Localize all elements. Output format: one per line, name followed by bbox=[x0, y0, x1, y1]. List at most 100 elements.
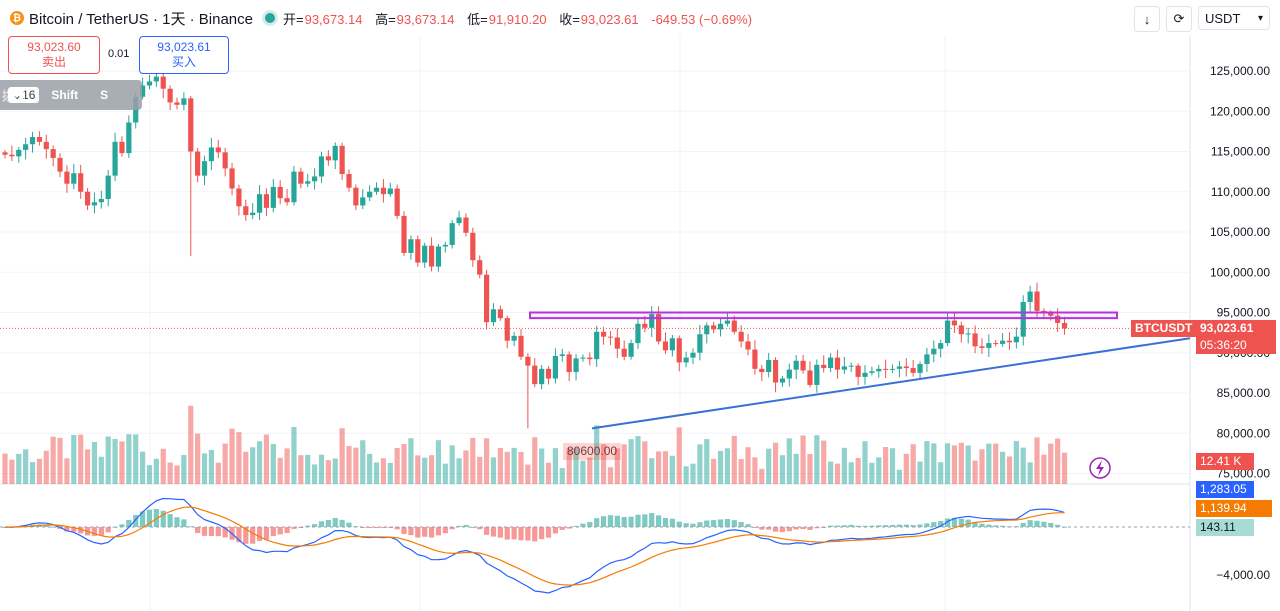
s-label[interactable]: S bbox=[100, 88, 109, 102]
volume-bar bbox=[951, 445, 958, 484]
volume-bar bbox=[587, 457, 593, 484]
download-button[interactable]: ↓ bbox=[1134, 6, 1160, 32]
macd-histogram-bar bbox=[367, 527, 373, 528]
macd-histogram-bar bbox=[690, 523, 696, 527]
macd-histogram-bar bbox=[43, 525, 49, 527]
volume-bar bbox=[160, 448, 166, 484]
candle-body bbox=[559, 354, 565, 356]
floating-toolbar[interactable]: 拨出 ⌄16 Shift S bbox=[0, 80, 142, 110]
candle-body bbox=[511, 335, 517, 341]
volume-bar bbox=[1027, 462, 1033, 484]
macd-histogram-bar bbox=[497, 527, 503, 538]
candle-body bbox=[896, 366, 902, 369]
candle-body bbox=[428, 245, 435, 267]
volume-bar bbox=[662, 451, 669, 484]
candle-body bbox=[380, 187, 386, 195]
histogram-value-tag: 143.11 bbox=[1196, 519, 1254, 536]
candle-body bbox=[64, 171, 70, 184]
volume-bar bbox=[896, 469, 902, 484]
macd-histogram-bar bbox=[50, 526, 56, 528]
volume-bar bbox=[511, 447, 517, 484]
volume-bar bbox=[188, 405, 194, 484]
candle-body bbox=[1034, 291, 1040, 311]
macd-histogram-bar bbox=[841, 525, 847, 527]
candle-body bbox=[263, 194, 270, 208]
candle-body bbox=[525, 356, 531, 366]
price-tick-label: 125,000.00 bbox=[1210, 64, 1270, 78]
currency-select[interactable]: USDT ▾ bbox=[1198, 6, 1270, 30]
volume-bar bbox=[883, 447, 889, 484]
volume-bar bbox=[298, 455, 304, 484]
volume-bar bbox=[731, 435, 737, 484]
candle-body bbox=[669, 338, 675, 351]
macd-histogram-bar bbox=[587, 522, 593, 527]
candle-body bbox=[105, 175, 111, 199]
macd-histogram-bar bbox=[614, 515, 620, 527]
macd-histogram-bar bbox=[704, 520, 710, 527]
macd-histogram-bar bbox=[600, 516, 607, 527]
volume-bar bbox=[711, 458, 717, 484]
volume-bar bbox=[256, 441, 263, 484]
macd-histogram-bar bbox=[484, 527, 490, 535]
volume-bar bbox=[1055, 438, 1061, 484]
volume-bar bbox=[580, 460, 586, 484]
candle-body bbox=[931, 348, 937, 355]
volume-bar bbox=[133, 434, 139, 484]
macd-histogram-bar bbox=[993, 525, 999, 527]
volume-bar bbox=[339, 428, 345, 484]
candle-body bbox=[146, 81, 153, 86]
shift-label[interactable]: Shift bbox=[51, 88, 79, 102]
macd-histogram-bar bbox=[91, 527, 98, 536]
macd-histogram-bar bbox=[848, 524, 854, 527]
macd-histogram-bar bbox=[883, 525, 889, 527]
macd-histogram-bar bbox=[1055, 524, 1061, 527]
chevron-down-icon: ⌄ bbox=[12, 88, 23, 102]
symbol-title[interactable]: Bitcoin / TetherUS · 1天 · Binance bbox=[29, 10, 253, 28]
macd-histogram-bar bbox=[1027, 520, 1033, 527]
floating-label-1[interactable]: 拨出 bbox=[2, 88, 27, 103]
volume-bar bbox=[29, 462, 36, 484]
candle-body bbox=[1006, 340, 1013, 343]
macd-histogram-bar bbox=[896, 524, 902, 527]
macd-histogram-bar bbox=[711, 520, 717, 527]
sell-button[interactable]: 93,023.60 卖出 bbox=[8, 36, 100, 74]
candle-body bbox=[449, 223, 455, 245]
volume-bar bbox=[690, 463, 696, 484]
volume-bar bbox=[353, 447, 359, 484]
candle-body bbox=[828, 357, 834, 369]
candle-body bbox=[470, 232, 476, 261]
volume-bar bbox=[167, 462, 173, 484]
volume-bar bbox=[786, 438, 792, 484]
buy-button[interactable]: 93,023.61 买入 bbox=[139, 36, 229, 74]
macd-histogram-bar bbox=[133, 515, 139, 527]
volume-bar bbox=[834, 463, 841, 484]
macd-histogram-bar bbox=[779, 527, 786, 533]
macd-histogram-bar bbox=[539, 527, 545, 540]
volume-bar bbox=[545, 462, 552, 484]
candle-body bbox=[387, 188, 393, 195]
candle-body bbox=[772, 359, 779, 383]
candle-body bbox=[580, 357, 586, 359]
open-label: 开= bbox=[283, 11, 304, 27]
candle-body bbox=[36, 137, 42, 142]
macd-histogram-bar bbox=[64, 527, 70, 532]
candle-body bbox=[195, 151, 201, 176]
candle-body bbox=[635, 323, 641, 344]
candle-body bbox=[518, 335, 524, 357]
candle-body bbox=[16, 149, 22, 157]
refresh-button[interactable]: ⟳ bbox=[1166, 6, 1192, 32]
macd-histogram-bar bbox=[167, 514, 173, 527]
macd-histogram-bar bbox=[532, 527, 538, 542]
volume-bar bbox=[669, 455, 675, 484]
macd-histogram-bar bbox=[972, 521, 978, 527]
candle-body bbox=[277, 186, 283, 199]
macd-histogram-bar bbox=[738, 522, 744, 527]
candle-body bbox=[373, 187, 380, 192]
candle-body bbox=[256, 194, 263, 213]
countdown-tag: 05:36:20 bbox=[1196, 337, 1276, 354]
macd-histogram-bar bbox=[580, 523, 586, 527]
price-tick-label: 120,000.00 bbox=[1210, 104, 1270, 118]
size-select[interactable]: ⌄16 bbox=[8, 87, 40, 103]
macd-histogram-bar bbox=[1000, 525, 1006, 527]
